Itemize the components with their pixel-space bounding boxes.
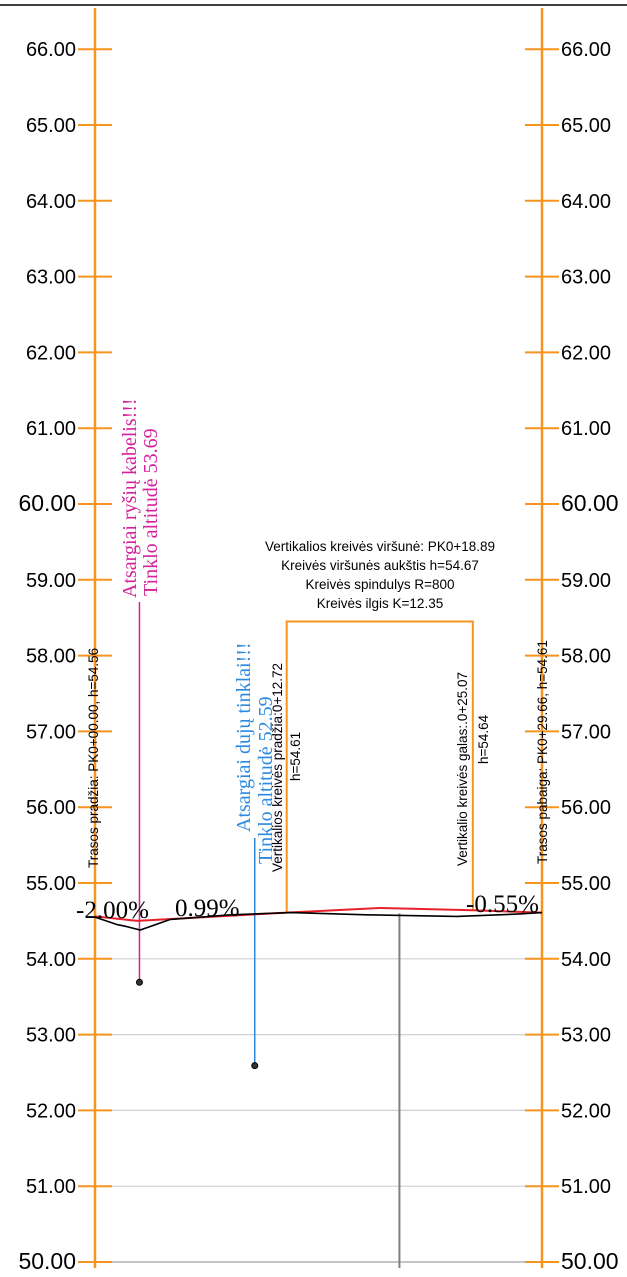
right-tick-label: 60.00 [561,490,619,516]
left-tick-label: 55.00 [26,873,76,895]
ground-profile-line [94,911,543,931]
right-tick-label: 51.00 [561,1176,611,1198]
right-tick-label: 65.00 [561,115,611,137]
vc-start-label: Vertikalios kreivės pradžia:0+12.72 [270,663,285,872]
right-tick-label: 58.00 [561,646,611,668]
left-tick-label: 63.00 [26,267,76,289]
right-tick-label: 63.00 [561,267,611,289]
left-tick-label: 54.00 [26,949,76,971]
grade-label-2: 0.99% [175,895,240,922]
vc-radius-label: Kreivės spindulys R=800 [306,577,455,592]
grade-label-3: -0.55% [466,891,539,918]
left-tick-label: 51.00 [26,1176,76,1198]
left-tick-label: 60.00 [18,490,76,516]
elevation-ticks: 50.00 50.00 51.00 51.00 52.00 52.00 53.00 53.00… [18,39,618,1274]
vc-apex-height-label: Kreivės viršunės aukštis h=54.67 [281,558,479,573]
vc-apex-label: Vertikalios kreivės viršunė: PK0+18.89 [265,539,495,554]
gas-warning-label: Atsargiai dujų tinklai!!! [233,642,255,832]
left-tick-label: 61.00 [26,418,76,440]
right-tick-label: 66.00 [561,39,611,61]
right-tick-label: 64.00 [561,191,611,213]
left-tick-label: 52.00 [26,1100,76,1122]
left-tick-label: 65.00 [26,115,76,137]
elevation-axes [0,4,627,1268]
gas-altitude-label: Tinklo altitudė 52.59 [255,696,277,864]
grade-label-1: -2.00% [76,897,149,924]
cable-warning-label: Atsargiai ryšių kabelis!!! [119,398,141,598]
left-tick-label: 66.00 [26,39,76,61]
right-tick-label: 59.00 [561,570,611,592]
design-profile-line [94,906,543,922]
vertical-curve-bracket [285,620,474,913]
right-tick-label: 53.00 [561,1025,611,1047]
vc-length-label: Kreivės ilgis K=12.35 [317,596,443,611]
right-tick-label: 55.00 [561,873,611,895]
route-start-label: Trasos pradžia: PK0+00.00, h=54.56 [86,648,101,868]
right-tick-label: 62.00 [561,342,611,364]
vc-end-height-label: h=54.64 [476,714,491,764]
right-tick-label: 52.00 [561,1100,611,1122]
left-tick-label: 64.00 [26,191,76,213]
left-tick-label: 50.00 [18,1248,76,1274]
right-tick-label: 56.00 [561,797,611,819]
vc-end-label: Vertikalio kreivės galas:.0+25.07 [455,672,470,866]
right-tick-label: 50.00 [561,1248,619,1274]
left-tick-label: 62.00 [26,342,76,364]
route-end-label: Trasos pabaiga: PK0+29.66, h=54.61 [535,640,550,864]
left-tick-label: 53.00 [26,1025,76,1047]
right-tick-label: 54.00 [561,949,611,971]
right-tick-label: 61.00 [561,418,611,440]
cable-altitude-label: Tinklo altitudė 53.69 [140,428,162,596]
gas-level-point [251,1062,259,1070]
left-tick-label: 58.00 [26,646,76,668]
cable-level-point [135,978,143,986]
vc-start-height-label: h=54.61 [288,732,303,781]
left-tick-label: 56.00 [26,797,76,819]
gridlines [95,958,542,1263]
right-tick-label: 57.00 [561,721,611,743]
left-tick-label: 57.00 [26,721,76,743]
left-tick-label: 59.00 [26,570,76,592]
